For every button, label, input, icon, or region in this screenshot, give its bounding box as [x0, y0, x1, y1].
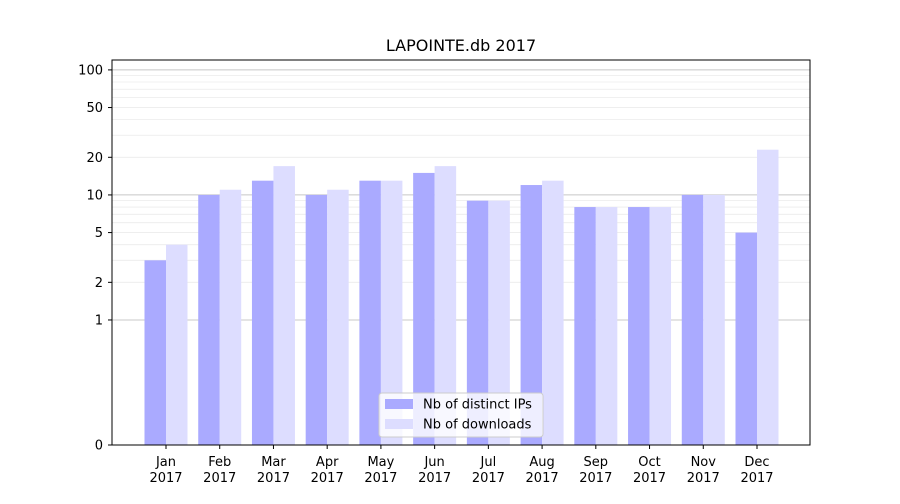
x-tick-label-year: 2017: [579, 471, 612, 486]
y-tick-label: 100: [78, 63, 103, 78]
x-tick-label-year: 2017: [418, 471, 451, 486]
y-tick-label: 5: [95, 226, 103, 241]
bar-distinct-ips: [144, 260, 166, 445]
x-tick-label-month: Apr: [316, 455, 339, 470]
bar-downloads: [327, 189, 349, 445]
bar-distinct-ips: [359, 180, 381, 445]
x-tick-label-year: 2017: [526, 471, 559, 486]
bar-downloads: [219, 189, 242, 445]
plot-frame: [111, 59, 811, 446]
x-tick-label-month: Jan: [155, 455, 176, 470]
bar-downloads: [649, 207, 672, 445]
x-tick-label-month: Dec: [744, 455, 769, 470]
y-tick-label: 20: [86, 151, 103, 166]
x-tick-label-month: Jun: [423, 455, 444, 470]
x-tick-label-month: Nov: [691, 455, 717, 470]
bar-downloads: [488, 200, 510, 445]
legend-label: Nb of downloads: [423, 418, 532, 433]
x-tick-label-year: 2017: [257, 471, 290, 486]
bar-distinct-ips: [413, 172, 435, 445]
bars: [144, 149, 779, 446]
bar-distinct-ips: [305, 194, 328, 445]
x-tick-label-year: 2017: [633, 471, 666, 486]
bar-distinct-ips: [198, 194, 220, 445]
legend-swatch: [385, 419, 413, 429]
bar-distinct-ips: [251, 180, 274, 445]
y-tick-label: 0: [95, 439, 103, 454]
x-tick-label-month: May: [367, 455, 394, 470]
bar-downloads: [595, 207, 618, 445]
bar-downloads: [703, 194, 725, 445]
bar-downloads: [542, 180, 564, 445]
axes: 0125102050100Jan2017Feb2017Mar2017Apr201…: [78, 59, 811, 486]
bar-downloads: [380, 180, 403, 445]
legend: Nb of distinct IPs Nb of downloads: [378, 392, 544, 438]
chart-title: LAPOINTE.db 2017: [386, 36, 536, 55]
x-tick-label-year: 2017: [472, 471, 505, 486]
x-tick-label-year: 2017: [203, 471, 236, 486]
y-tick-label: 1: [95, 313, 103, 328]
bar-distinct-ips: [466, 200, 489, 445]
x-tick-label-year: 2017: [311, 471, 344, 486]
y-tick-label: 2: [95, 276, 103, 291]
y-tick-label: 10: [86, 188, 103, 203]
legend-swatch: [385, 399, 413, 409]
x-tick-label-year: 2017: [149, 471, 182, 486]
bar-distinct-ips: [735, 232, 757, 445]
x-tick-label-month: Oct: [638, 455, 660, 470]
legend-label: Nb of distinct IPs: [423, 398, 532, 413]
x-tick-label-month: Mar: [261, 455, 286, 470]
bar-distinct-ips: [628, 207, 650, 445]
x-tick-label-month: Sep: [584, 455, 609, 470]
x-tick-label-month: Aug: [529, 455, 554, 470]
x-tick-label-month: Feb: [208, 455, 231, 470]
bar-downloads: [166, 244, 188, 445]
x-tick-label-year: 2017: [740, 471, 773, 486]
legend-box: [378, 392, 544, 438]
x-tick-label-month: Jul: [480, 455, 497, 470]
x-tick-label-year: 2017: [687, 471, 720, 486]
bar-distinct-ips: [681, 194, 704, 445]
bar-distinct-ips: [520, 185, 543, 445]
bar-downloads: [434, 166, 457, 445]
y-tick-label: 50: [86, 101, 103, 116]
bar-distinct-ips: [574, 207, 596, 445]
bar-downloads: [757, 149, 779, 446]
x-tick-label-year: 2017: [364, 471, 397, 486]
bar-downloads: [273, 166, 295, 445]
